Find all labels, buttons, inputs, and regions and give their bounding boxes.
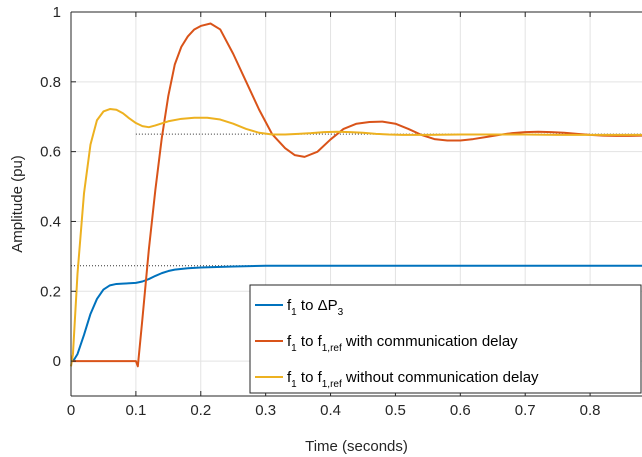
- y-tick-labels: 0 0.2 0.4 0.6 0.8 1: [40, 4, 61, 370]
- legend-entry-2: f1 to f1,ref with communication delay: [287, 333, 518, 354]
- x-tick-label: 0.4: [320, 402, 341, 419]
- x-tick-label: 0.7: [515, 402, 536, 419]
- y-tick-label: 0.8: [40, 74, 61, 91]
- series-line-1: [70, 264, 642, 362]
- y-tick-label: 0: [53, 353, 61, 370]
- series-layer: [70, 22, 642, 368]
- series-line-3: [70, 108, 642, 367]
- legend: f1 to ΔP3 f1 to f1,ref with communication…: [249, 284, 642, 394]
- legend-entry-3: f1 to f1,ref without communication delay: [287, 369, 539, 390]
- x-tick-label: 0: [67, 402, 75, 419]
- y-tick-label: 0.6: [40, 144, 61, 161]
- legend-box: [249, 284, 642, 394]
- x-tick-label: 0.5: [385, 402, 406, 419]
- y-tick-label: 0.2: [40, 283, 61, 300]
- y-axis-label: Amplitude (pu): [9, 155, 26, 253]
- x-tick-label: 0.1: [125, 402, 146, 419]
- x-tick-label: 0.2: [190, 402, 211, 419]
- x-axis-label: Time (seconds): [305, 438, 408, 455]
- axes: [70, 11, 642, 397]
- x-tick-labels: 0 0.1 0.2 0.3 0.4 0.5 0.6 0.7 0.8: [67, 402, 601, 419]
- x-tick-label: 0.8: [580, 402, 601, 419]
- y-tick-label: 0.4: [40, 213, 61, 230]
- series-line-2: [71, 22, 642, 368]
- x-tick-label: 0.6: [450, 402, 471, 419]
- legend-entry-1: f1 to ΔP3: [287, 297, 344, 318]
- y-tick-label: 1: [53, 4, 61, 21]
- x-tick-label: 0.3: [255, 402, 276, 419]
